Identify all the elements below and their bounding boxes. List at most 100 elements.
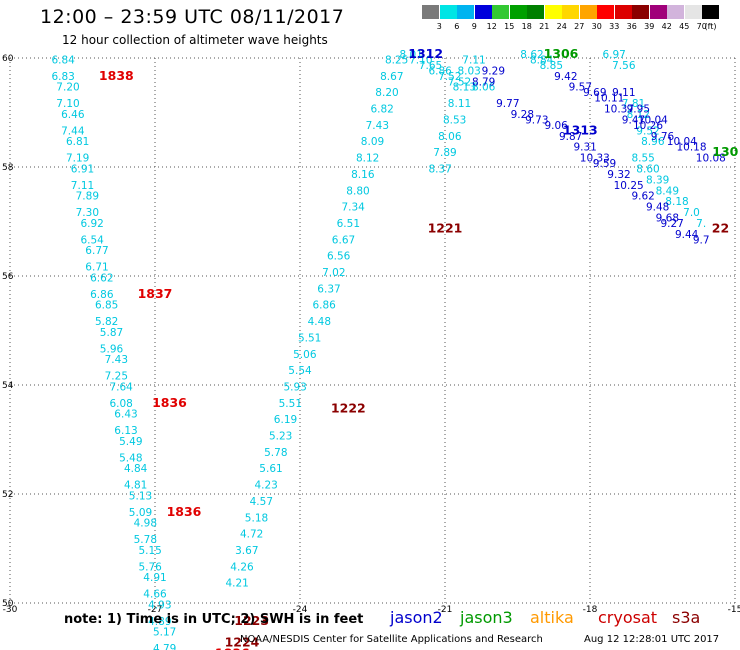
- wave-height-value: 8.60: [636, 163, 659, 175]
- wave-height-value: 8.53: [443, 114, 466, 126]
- legend-jason2: jason2: [390, 608, 443, 627]
- wave-height-value: 6.13: [114, 425, 137, 437]
- colorbar-swatch: [422, 5, 439, 19]
- colorbar-label: 33: [609, 22, 620, 31]
- pass-time-label: 1836: [215, 646, 250, 650]
- colorbar-swatch: [457, 5, 474, 19]
- wave-height-value: 7.43: [105, 354, 128, 366]
- wave-height-value: 9.52: [636, 125, 659, 137]
- wave-height-value: 9.59: [593, 158, 616, 170]
- wave-height-value: 5.54: [288, 365, 312, 377]
- wave-height-value: 8.39: [646, 174, 669, 186]
- wave-height-value: 10.25: [614, 180, 644, 192]
- wave-height-value: 4.26: [230, 561, 254, 573]
- lat-tick-label: 52: [2, 490, 13, 500]
- wave-height-value: 10.33: [580, 153, 610, 165]
- colorbar-swatch: [544, 5, 562, 19]
- wave-height-value: 7.25: [105, 371, 128, 383]
- wave-height-value: 7.02: [322, 267, 345, 279]
- lon-tick-label: -27: [148, 605, 163, 615]
- wave-height-value: 6.71: [85, 262, 108, 274]
- wave-height-value: 7.89: [76, 191, 99, 203]
- wave-height-value: 8.62: [520, 49, 543, 61]
- wave-height-value: 7.0: [683, 207, 700, 219]
- wave-height-value: 8.01: [399, 49, 422, 61]
- colorbar-label: 21: [539, 22, 550, 31]
- colorbar-label: 45: [679, 22, 690, 31]
- wave-height-value: 5.78: [134, 534, 157, 546]
- wave-height-value: 9.11: [612, 87, 635, 99]
- wave-height-value: 4.89: [148, 616, 171, 628]
- wave-height-value: 9.31: [573, 142, 596, 154]
- wave-height-value: 7.34: [341, 202, 365, 214]
- colorbar-label: 9: [471, 22, 477, 31]
- legend-jason3: jason3: [460, 608, 513, 627]
- wave-height-value: 5.51: [279, 398, 302, 410]
- wave-height-value: 10.04: [638, 114, 668, 126]
- colorbar-unit: (ft): [704, 22, 717, 31]
- wave-height-value: 8.18: [665, 196, 688, 208]
- wave-height-value: 5.82: [95, 316, 118, 328]
- wave-height-value: 10.26: [633, 120, 663, 132]
- colorbar-label: 27: [574, 22, 585, 31]
- wave-height-value: 5.17: [153, 627, 176, 639]
- wave-height-value: 5.06: [293, 349, 317, 361]
- pass-time-label: 1222: [331, 400, 366, 415]
- wave-height-value: 6.85: [95, 300, 118, 312]
- wave-height-value: 6.91: [71, 163, 94, 175]
- colorbar-label: 42: [661, 22, 672, 31]
- wave-height-value: 3.67: [235, 545, 258, 557]
- wave-height-value: 6.83: [51, 71, 74, 83]
- colorbar-swatch: [632, 5, 649, 19]
- axis-ticks: -30 -27 -24 -21 -18 -15 60 58 56 54 52 50: [2, 54, 740, 615]
- wave-height-value: 5.76: [138, 561, 162, 573]
- colorbar-label: 70: [696, 22, 707, 31]
- wave-height-value: 9.57: [569, 82, 592, 94]
- wave-height-value: 4.21: [225, 578, 248, 590]
- wave-height-value: 9.62: [631, 191, 654, 203]
- wave-height-value: 4.57: [250, 496, 273, 508]
- wave-height-value: 7.: [696, 218, 706, 230]
- wave-height-value: 8.67: [380, 71, 403, 83]
- colorbar-swatch: [509, 5, 527, 19]
- colorbar-label: 15: [504, 22, 515, 31]
- colorbar-swatch: [579, 5, 597, 19]
- lon-tick-label: -21: [438, 605, 453, 615]
- wave-height-value: 9.28: [511, 109, 534, 121]
- wave-height-value: 4.84: [124, 463, 148, 475]
- colorbar-swatch: [667, 5, 684, 19]
- wave-height-value: 8.80: [346, 185, 369, 197]
- wave-height-value: 5.78: [264, 447, 287, 459]
- wave-height-value: 4.72: [240, 529, 263, 541]
- wave-height-value: 7.65: [419, 60, 442, 72]
- wave-height-value: 8.13: [453, 82, 476, 94]
- colorbar-swatch: [614, 5, 632, 19]
- lon-tick-label: -24: [293, 605, 308, 615]
- wave-height-value: 8.85: [540, 60, 563, 72]
- pass-time-label: 22: [712, 220, 729, 235]
- wave-height-value: 6.84: [51, 54, 75, 66]
- pass-time-label: 1223: [234, 613, 269, 628]
- pass-time-label: 130: [712, 144, 738, 159]
- wave-height-value: 9.27: [660, 218, 683, 230]
- wave-height-value: 5.51: [298, 332, 321, 344]
- wave-height-value: 8.12: [356, 153, 379, 165]
- wave-height-value: 8.96: [641, 136, 665, 148]
- wave-height-value: 5.61: [259, 463, 282, 475]
- colorbar-label: 39: [644, 22, 655, 31]
- wave-height-value: 8.12: [627, 109, 650, 121]
- wave-height-value: 9.7: [693, 234, 710, 246]
- colorbar-swatch: [439, 5, 457, 19]
- wave-height-value: 6.81: [66, 136, 89, 148]
- lon-tick-label: -18: [583, 605, 598, 615]
- wave-height-value: 6.62: [90, 272, 113, 284]
- wave-height-value: 8.55: [631, 153, 654, 165]
- wave-height-value: 9.06: [544, 120, 568, 132]
- pass-time-label: 1312: [408, 46, 443, 61]
- wave-height-value: 6.86: [312, 300, 336, 312]
- wave-height-value: 10.18: [676, 142, 706, 154]
- colorbar-swatch: [597, 5, 614, 19]
- wave-height-value: 9.48: [646, 202, 669, 214]
- wave-height-value: 4.91: [143, 572, 166, 584]
- wave-height-value: 6.51: [337, 218, 360, 230]
